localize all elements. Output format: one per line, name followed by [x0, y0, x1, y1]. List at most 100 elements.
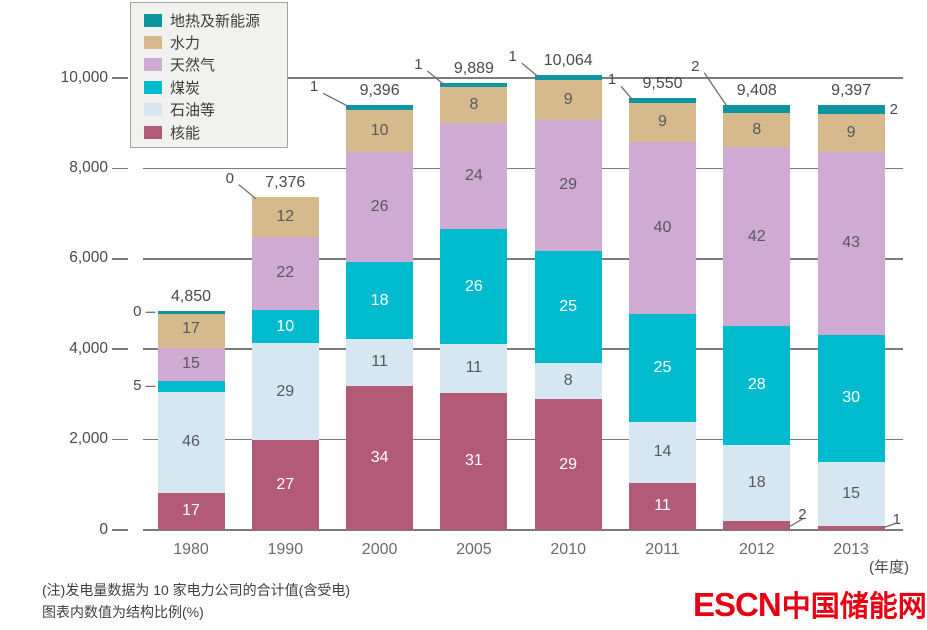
value-label-coal-1990: 10	[276, 317, 295, 335]
bar-segment-gas-2013	[817, 151, 885, 335]
legend-item-oil: 石油等	[144, 99, 287, 121]
value-label-hydro-2013: 9	[846, 123, 856, 141]
y-axis-label-4,000: 4,000	[69, 339, 108, 357]
bar-segment-coal-1980	[157, 380, 225, 392]
legend-label-gas: 天然气	[170, 57, 216, 75]
gas-swatch-icon	[144, 58, 162, 72]
total-label-2010: 10,064	[543, 52, 593, 70]
value-label-coal-2012: 28	[747, 376, 766, 394]
value-label-hydro-1990: 12	[276, 207, 295, 225]
bar-segment-coal-2010	[534, 250, 602, 364]
bar-segment-oil-2013	[817, 462, 885, 526]
y-tick-0	[112, 529, 128, 531]
bar-segment-gas-2010	[534, 120, 602, 251]
x-axis-label-2012: 2012	[739, 541, 775, 558]
gridline-2,000	[143, 438, 903, 441]
bar-segment-oil-2012	[723, 444, 791, 522]
bar-segment-nuclear-1990	[251, 439, 319, 530]
bar-segment-oil-2000	[346, 338, 414, 386]
coal-swatch-icon	[144, 80, 162, 94]
bar-segment-coal-2013	[817, 334, 885, 463]
y-tick-10,000	[112, 77, 128, 79]
bar-segment-hydro-2013	[817, 113, 885, 152]
bar-segment-geo-new-energy-2012	[723, 104, 791, 114]
value-label-geo-new-energy-2013: 2	[889, 100, 898, 118]
value-label-nuclear-2000: 34	[370, 448, 389, 466]
bar-segment-nuclear-2013	[817, 525, 885, 530]
value-label-oil-2013: 15	[842, 484, 860, 502]
legend-item-hydro: 水力	[144, 31, 287, 53]
y-axis-label-6,000: 6,000	[69, 249, 108, 267]
gridline-0	[143, 529, 903, 531]
value-label-gas-2010: 29	[559, 176, 578, 194]
bar-segment-hydro-2012	[723, 113, 791, 148]
total-label-2013: 9,397	[831, 82, 872, 100]
footnote-line-1: (注)发电量数据为 10 家电力公司的合计值(含受电)	[42, 582, 350, 598]
value-label-nuclear-1980: 17	[182, 502, 200, 520]
total-label-1990: 7,376	[265, 173, 306, 191]
bar-segment-oil-2010	[534, 363, 602, 400]
value-label-nuclear-2010: 29	[559, 455, 578, 473]
value-label-hydro-2005: 8	[469, 96, 479, 114]
footnote: (注)发电量数据为 10 家电力公司的合计值(含受电) 图表内数值为结构比例(%…	[42, 579, 350, 623]
value-label-coal-2011: 25	[653, 359, 672, 377]
bar-segment-coal-2012	[723, 325, 791, 445]
value-label-gas-2013: 43	[842, 234, 860, 252]
x-axis-unit-label: (年度)	[869, 559, 909, 576]
bar-segment-oil-2005	[440, 344, 508, 393]
value-label-nuclear-2013: 1	[892, 510, 901, 528]
x-axis-label-2011: 2011	[645, 541, 680, 558]
hydro-swatch-icon	[144, 36, 162, 50]
escn-logo-chinese: 中国储能网	[781, 591, 927, 623]
bar-segment-oil-2011	[629, 422, 696, 483]
bar-segment-geo-new-energy-2010	[534, 75, 602, 80]
bar-segment-geo-new-energy-2013	[817, 105, 885, 114]
value-label-coal-2000: 18	[370, 291, 389, 309]
bar-segment-oil-1980	[157, 391, 225, 493]
geo-new-energy-swatch-icon	[144, 13, 162, 27]
bar-segment-hydro-1980	[157, 310, 225, 349]
y-axis-label-8,000: 8,000	[69, 158, 108, 176]
gridline-6,000	[143, 258, 903, 260]
value-label-hydro-1980: 17	[182, 320, 200, 338]
bar-segment-gas-1980	[157, 348, 225, 381]
bar-segment-nuclear-2011	[629, 482, 696, 530]
value-label-gas-1990: 22	[276, 264, 295, 282]
bar-segment-geo-new-energy-2011	[629, 98, 696, 103]
value-label-geo-new-energy-2010: 1	[508, 48, 517, 66]
legend-item-nuclear: 核能	[144, 121, 287, 143]
gridline-8,000	[143, 167, 903, 170]
value-label-oil-2012: 18	[747, 474, 766, 492]
nuclear-swatch-icon	[144, 125, 162, 139]
value-label-hydro-2012: 8	[752, 121, 762, 139]
legend-label-geo-new-energy: 地热及新能源	[170, 12, 261, 30]
y-tick-6,000	[112, 258, 128, 260]
value-label-geo-new-energy-2011: 1	[607, 71, 617, 89]
bar-segment-hydro-1990	[251, 196, 319, 237]
value-label-geo-new-energy-1990: 0	[225, 169, 234, 187]
value-label-hydro-2010: 9	[563, 90, 573, 108]
x-axis-label-2010: 2010	[550, 541, 586, 558]
bar-segment-hydro-2000	[346, 109, 414, 153]
y-tick-4,000	[112, 348, 128, 350]
y-axis-label-2,000: 2,000	[69, 430, 108, 448]
value-label-gas-1980: 15	[182, 355, 200, 373]
escn-logo: ESCN 中国储能网	[693, 583, 927, 625]
bar-segment-geo-new-energy-2005	[440, 83, 508, 88]
y-tick-8,000	[112, 167, 128, 170]
bar-segment-hydro-2011	[629, 102, 696, 142]
value-label-nuclear-2011: 11	[654, 497, 671, 515]
value-label-nuclear-2012: 2	[798, 506, 807, 524]
value-label-oil-2011: 14	[653, 443, 672, 461]
value-label-coal-2010: 25	[559, 298, 578, 316]
x-axis-label-2013: 2013	[833, 541, 869, 558]
bar-segment-nuclear-2000	[346, 385, 414, 530]
oil-swatch-icon	[144, 103, 162, 117]
value-label-coal-2005: 26	[464, 277, 483, 295]
bar-segment-gas-2005	[440, 122, 508, 230]
value-label-oil-2000: 11	[371, 353, 388, 371]
y-axis-label-0: 0	[99, 520, 108, 538]
value-label-gas-2000: 26	[370, 198, 389, 216]
value-label-hydro-2000: 10	[370, 121, 389, 139]
legend-label-hydro: 水力	[170, 35, 201, 53]
